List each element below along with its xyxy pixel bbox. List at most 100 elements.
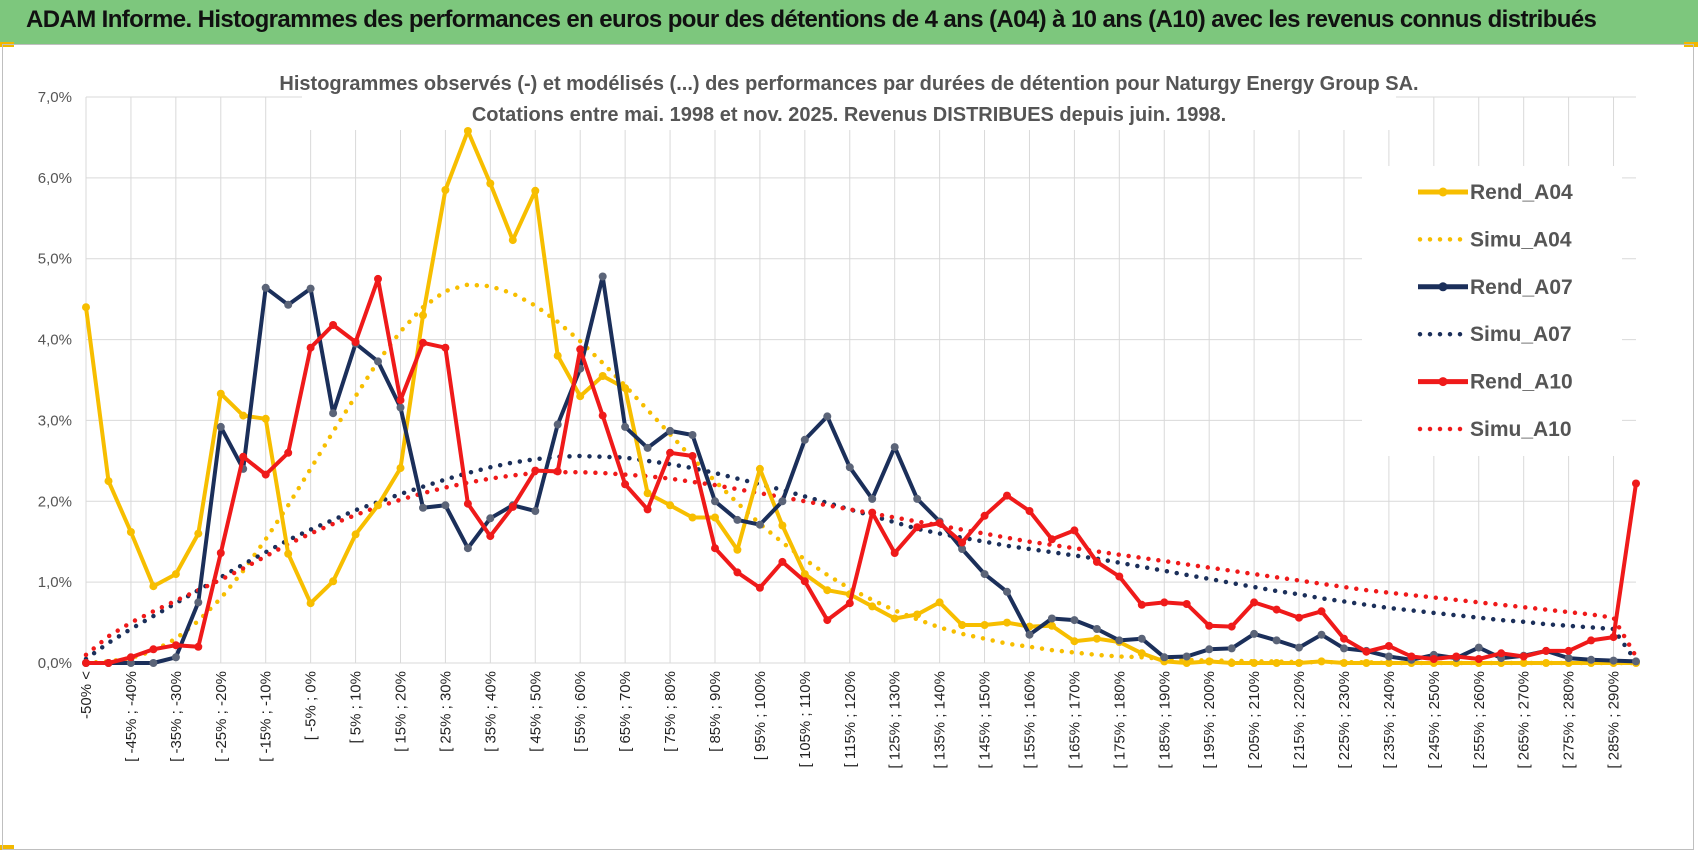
data-point <box>733 515 742 524</box>
data-point <box>1227 659 1236 667</box>
data-point <box>1384 652 1393 661</box>
data-point <box>868 508 877 517</box>
data-point <box>1452 652 1461 661</box>
x-tick-label: [ 115% ; 120% <box>842 671 859 767</box>
x-tick-label: [ 155% ; 160% <box>1021 671 1038 769</box>
header-banner: ADAM Informe. Histogrammes des performan… <box>0 0 1698 45</box>
legend-marker <box>1438 282 1448 292</box>
data-point <box>711 544 719 553</box>
data-point <box>306 343 315 352</box>
legend-item: Rend_A07 <box>1418 276 1573 299</box>
data-point <box>755 583 764 592</box>
data-point <box>531 466 540 475</box>
data-point <box>1227 644 1236 653</box>
data-point <box>1250 659 1259 667</box>
series-line <box>86 274 1637 665</box>
legend-background <box>1362 166 1622 456</box>
data-point <box>441 343 450 352</box>
x-tick-label: [ 15% ; 20% <box>392 671 409 752</box>
data-point <box>980 621 989 629</box>
data-point <box>1295 659 1303 667</box>
data-point <box>778 557 787 566</box>
data-point <box>306 599 315 608</box>
x-tick-label: [ 265% ; 270% <box>1516 671 1533 769</box>
x-tick-label: [ 185% ; 190% <box>1156 671 1173 769</box>
data-point <box>396 403 405 412</box>
data-point <box>1047 621 1056 630</box>
chart-title: Histogrammes observés (-) et modélisés (… <box>279 73 1418 126</box>
page-title: ADAM Informe. Histogrammes des performan… <box>26 6 1597 33</box>
x-tick-label: [ 165% ; 170% <box>1066 671 1083 769</box>
data-point <box>419 503 427 512</box>
series-Rend_A10 <box>82 274 1640 667</box>
data-point <box>823 616 832 625</box>
legend-item: Simu_A10 <box>1417 418 1572 441</box>
data-point <box>1160 653 1169 662</box>
x-tick-label: [ 35% ; 40% <box>482 671 499 752</box>
data-point <box>463 499 472 508</box>
data-point <box>621 422 630 431</box>
x-tick-label: [ 235% ; 240% <box>1381 671 1398 769</box>
y-tick-label: 4,0% <box>38 332 72 349</box>
x-tick-label: [ -25% ; -20% <box>213 671 230 762</box>
data-point <box>329 409 338 418</box>
x-tick-label: [ 75% ; 80% <box>662 671 679 752</box>
legend-marker <box>1438 377 1448 387</box>
data-point <box>553 420 562 429</box>
x-tick-label: -50% < <box>78 671 95 719</box>
data-point <box>800 435 809 444</box>
legend-item: Rend_A10 <box>1418 371 1573 394</box>
y-axis-ticks: 0,0% 1,0% 2,0% 3,0% 4,0% 5,0% 6,0% 7,0% <box>38 89 72 672</box>
x-tick-label: [ -35% ; -30% <box>168 671 185 762</box>
data-point <box>1250 629 1259 638</box>
data-point <box>576 345 585 354</box>
chart-title-line-2: Cotations entre mai. 1998 et nov. 2025. … <box>472 104 1226 126</box>
data-point <box>216 549 225 557</box>
data-point <box>935 598 944 607</box>
data-point <box>733 568 742 577</box>
data-point <box>553 467 562 476</box>
data-point <box>1250 598 1259 607</box>
data-point <box>913 610 922 619</box>
x-tick-label: [ 85% ; 90% <box>707 671 724 752</box>
data-point <box>126 528 135 536</box>
y-tick-label: 1,0% <box>38 574 72 591</box>
legend-label: Simu_A10 <box>1470 418 1572 441</box>
x-tick-label: [ 5% ; 10% <box>348 671 365 744</box>
data-point <box>1025 507 1034 515</box>
data-point <box>868 494 877 503</box>
data-point <box>1632 657 1640 666</box>
data-point <box>733 545 742 554</box>
data-point <box>1564 646 1573 655</box>
data-point <box>82 303 90 312</box>
data-point <box>239 452 248 461</box>
data-point <box>1340 659 1348 667</box>
data-point <box>845 599 854 608</box>
x-tick-label: [ 195% ; 200% <box>1201 671 1218 769</box>
data-point <box>1340 644 1348 653</box>
series-Simu_A10 <box>83 469 1639 659</box>
data-point <box>1070 526 1079 535</box>
data-point <box>351 338 360 346</box>
data-point <box>778 521 787 530</box>
legend-item: Simu_A07 <box>1417 323 1572 346</box>
data-point <box>374 274 382 283</box>
chart-title-background <box>302 66 1396 130</box>
data-point <box>239 411 248 420</box>
data-point <box>1003 491 1011 500</box>
data-point <box>643 489 652 498</box>
data-point <box>1384 642 1393 650</box>
data-point <box>1384 659 1393 667</box>
data-point <box>104 477 113 486</box>
data-point <box>778 497 787 506</box>
data-point <box>441 186 450 194</box>
data-point <box>823 412 832 421</box>
data-point <box>1362 647 1371 656</box>
data-point <box>1340 634 1348 643</box>
data-point <box>643 505 652 514</box>
series-line <box>86 276 1638 665</box>
data-point <box>329 321 338 329</box>
data-point <box>1542 659 1551 667</box>
data-point <box>1587 655 1596 664</box>
data-point <box>396 396 405 405</box>
